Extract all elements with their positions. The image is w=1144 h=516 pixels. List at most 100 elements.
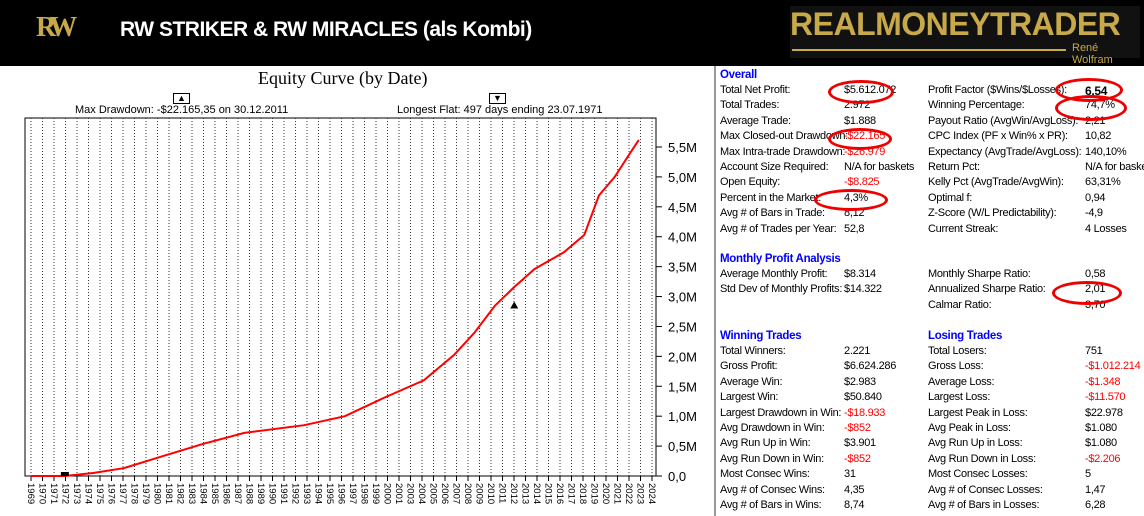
chart-title: Equity Curve (by Date) [258, 68, 428, 88]
stat-label: Z-Score (W/L Predictability): [928, 207, 1057, 220]
stat-label: Avg Drawdown in Win: [720, 422, 825, 434]
y-tick-label: 3,5M [668, 260, 697, 275]
stat-label: Average Monthly Profit: [720, 268, 828, 280]
x-tick-label: 1991 [278, 483, 289, 504]
plot-area [24, 117, 657, 477]
stat-label: Expectancy (AvgTrade/AvgLoss): [928, 145, 1082, 158]
x-tick-label: 1970 [37, 483, 48, 504]
stat-value: 52,8 [844, 222, 865, 235]
stat-label: Annualized Sharpe Ratio: [928, 283, 1046, 296]
section-winning: Winning Trades [720, 330, 802, 342]
stat-label: Std Dev of Monthly Profits: [720, 283, 843, 296]
y-tick-label: 1,0M [668, 409, 697, 424]
brand-subtitle: René Wolfram [1072, 42, 1113, 66]
x-tick-label: 2006 [439, 483, 450, 504]
stat-value: 2.221 [844, 345, 871, 357]
stat-label: CPC Index (PF x Win% x PR): [928, 130, 1068, 143]
stat-value: 4,3% [844, 191, 868, 204]
max-drawdown-marker[interactable]: ▲ [173, 93, 190, 104]
x-tick-label: 2007 [451, 483, 462, 504]
stat-label: Gross Loss: [928, 360, 984, 373]
stat-label: Largest Win: [720, 391, 779, 404]
x-tick-label: 1972 [60, 483, 71, 504]
stat-label: Calmar Ratio: [928, 298, 992, 311]
x-tick-label: 1983 [186, 483, 197, 504]
stat-label: Avg # of Bars in Trade: [720, 207, 825, 220]
x-tick-label: 1985 [209, 483, 220, 504]
x-tick-label: 2003 [405, 483, 416, 504]
equity-chart: 0,0 0,5M 1,0M 1,5M 2,0M 2,5M 3,0M 3,5M 4,0M 4,5M 5… [24, 117, 697, 504]
stat-value: $1.888 [844, 114, 876, 127]
y-tick-label: 2,5M [668, 319, 697, 334]
x-tick-label: 2013 [520, 483, 531, 504]
y-tick-label: 5,5M [668, 140, 697, 155]
x-tick-label: 2017 [566, 483, 577, 504]
stat-label: Percent in the Market: [720, 191, 822, 204]
stat-value: -$2.206 [1085, 452, 1121, 465]
longest-flat-marker[interactable]: ▼ [489, 93, 506, 104]
stat-label: Open Equity: [720, 176, 780, 189]
y-tick-label: 5,0M [668, 170, 697, 185]
x-tick-label: 2018 [577, 483, 588, 504]
stat-value: 8,74 [844, 499, 865, 511]
stat-value: -$852 [844, 452, 871, 465]
stat-value: 0,58 [1085, 268, 1106, 280]
stat-value: -$1.348 [1085, 375, 1121, 388]
equity-point [92, 472, 94, 474]
equity-point [344, 415, 346, 417]
x-tick-label: 1992 [290, 483, 301, 504]
x-tick-label: 1996 [336, 483, 347, 504]
stat-label: Max Closed-out Drawdown: [720, 130, 848, 143]
stat-label: Avg # of Trades per Year: [720, 222, 837, 235]
stat-value: 63,31% [1085, 176, 1121, 189]
x-tick-label: 1986 [221, 483, 232, 504]
stat-value: 2,21 [1085, 114, 1106, 127]
stat-label: Avg Run Down in Loss: [928, 452, 1036, 465]
x-tick-label: 1969 [25, 483, 36, 504]
equity-point [202, 442, 205, 445]
x-tick-label: 2023 [635, 483, 646, 504]
stat-label: Largest Peak in Loss: [928, 406, 1028, 419]
x-tick-label: 1993 [301, 483, 312, 504]
x-tick-label: 1989 [255, 483, 266, 504]
x-tick-label: 2019 [589, 483, 600, 504]
equity-point [163, 454, 166, 457]
y-tick-label: 4,5M [668, 200, 697, 215]
stat-label: Max Intra-trade Drawdown: [720, 145, 846, 158]
equity-point [303, 424, 306, 426]
x-tick-label: 2014 [531, 483, 542, 504]
equity-point [453, 353, 456, 356]
stat-value: 5 [1085, 468, 1091, 481]
y-tick-label: 1,5M [668, 379, 697, 394]
equity-point [637, 139, 640, 142]
stat-label: Total Losers: [928, 345, 987, 357]
x-tick-label: 2011 [497, 483, 508, 503]
stat-value: -$8.825 [844, 176, 880, 189]
stat-value: 2,01 [1085, 283, 1106, 296]
y-tick-label: 2,0M [668, 349, 697, 364]
equity-point [122, 467, 125, 470]
equity-point [598, 194, 600, 197]
x-tick-label: 1978 [129, 483, 140, 504]
stat-label: Average Win: [720, 375, 783, 388]
x-tick-label: 2021 [612, 483, 623, 504]
x-tick-label: 1971 [48, 483, 59, 504]
x-tick-label: 1990 [267, 483, 278, 504]
stat-value: -4,9 [1085, 207, 1103, 220]
stat-value: 6,54 [1085, 84, 1108, 98]
stat-value: -$26.979 [844, 145, 886, 158]
x-tick-label: 2016 [554, 483, 565, 504]
x-tick-label: 1995 [324, 483, 335, 504]
brand-logo: REALMONEYTRADER René Wolfram [790, 6, 1140, 66]
stat-value: $8.314 [844, 268, 876, 280]
max-drawdown-note: Max Drawdown: -$22.165,35 on 30.12.2011 [75, 104, 289, 116]
equity-point [30, 475, 32, 477]
x-tick-label: 2024 [646, 483, 657, 504]
x-tick-label: 1980 [152, 483, 163, 504]
stat-label: Largest Loss: [928, 391, 991, 404]
stat-value: -$11.570 [1085, 391, 1126, 404]
stat-label: Current Streak: [928, 222, 999, 235]
stat-label: Winning Percentage: [928, 99, 1025, 112]
stat-label: Avg # of Consec Wins: [720, 483, 825, 496]
stat-value: $14.322 [844, 283, 882, 296]
